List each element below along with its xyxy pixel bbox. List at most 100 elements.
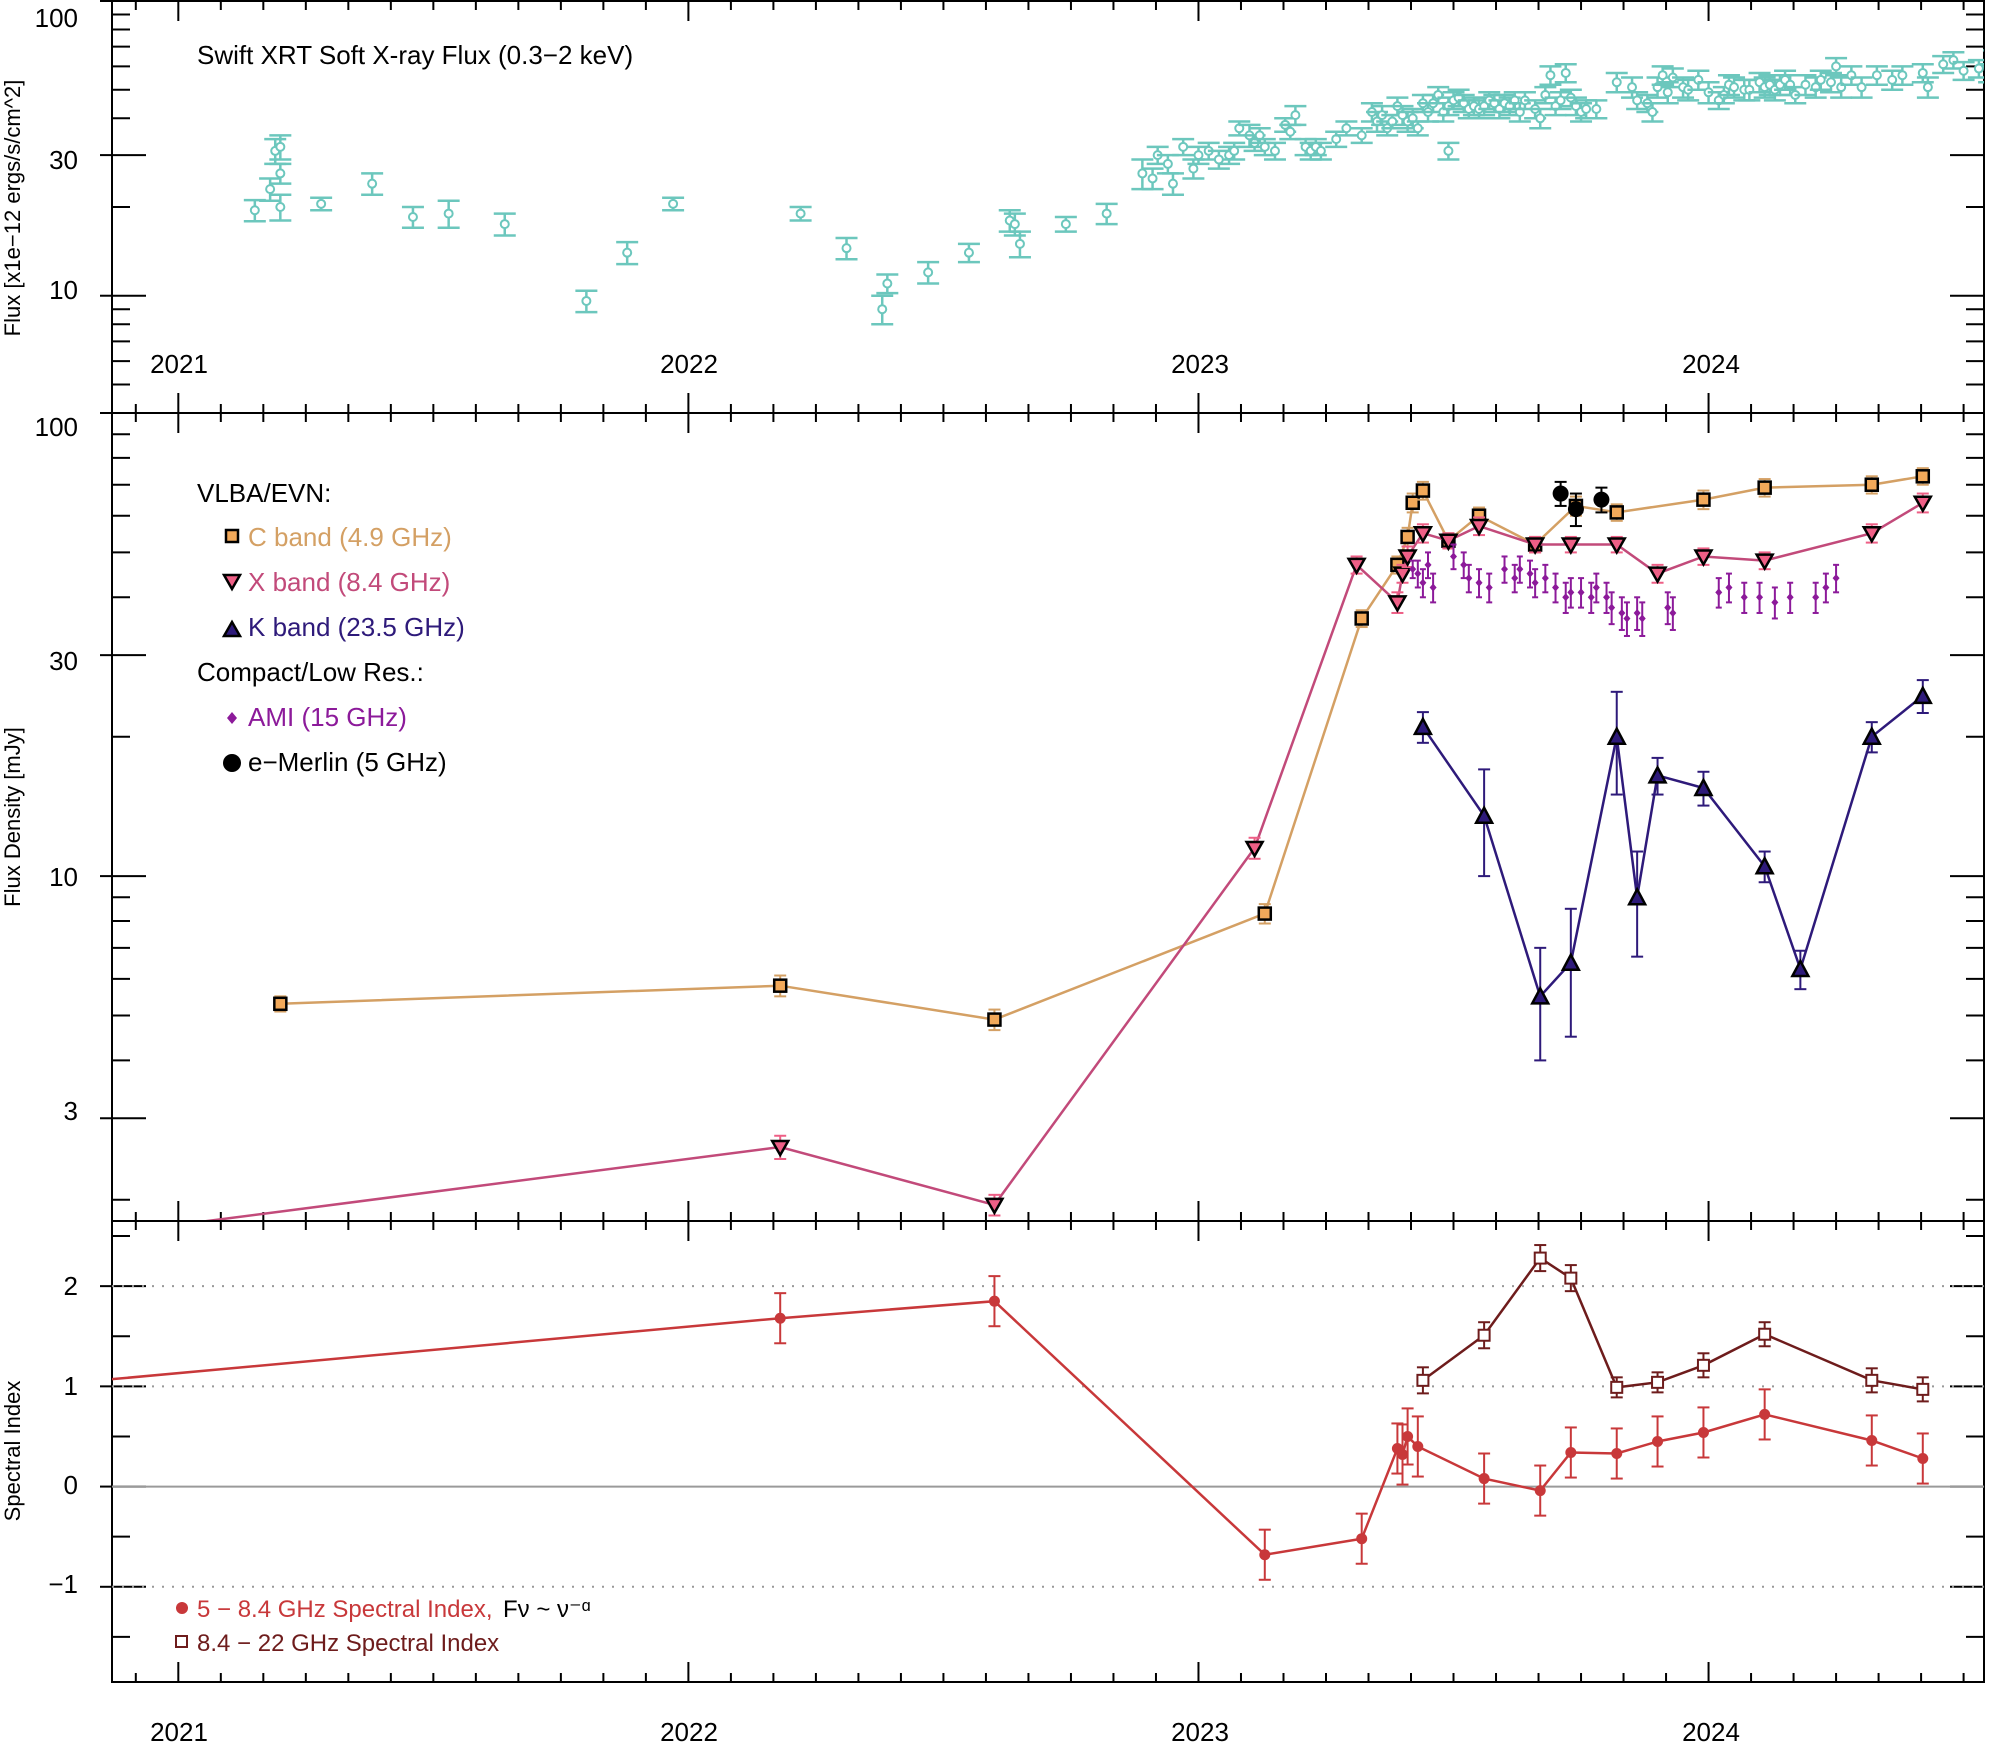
data-point-x_band [1412, 525, 1434, 544]
data-point-xrt [1815, 74, 1826, 85]
data-point-xrt [1147, 173, 1158, 184]
radio-axes [100, 412, 1984, 1221]
xrt-ytick-label-100: 100 [35, 3, 78, 33]
data-point-xrt [581, 295, 592, 306]
data-point-k_band [1693, 777, 1714, 797]
series-ami [1409, 543, 1840, 637]
data-point-xrt [622, 247, 633, 258]
data-point-ami [1424, 560, 1432, 569]
data-point-xrt [275, 141, 286, 152]
data-point-x_band [1861, 525, 1882, 544]
data-point-x_band [1397, 549, 1418, 567]
data-point-xrt [1871, 70, 1882, 81]
data-point-xrt [1897, 70, 1908, 81]
data-point-ami [1725, 583, 1733, 592]
data-point-xrt [1611, 77, 1622, 88]
xrt-panel-title: Swift XRT Soft X-ray Flux (0.3−2 keV) [197, 40, 633, 70]
data-point-xrt [1229, 145, 1240, 156]
data-point-xrt [265, 184, 276, 195]
data-point-xrt [1632, 95, 1643, 106]
data-point-c_band [1757, 480, 1772, 495]
data-point-emerlin [1593, 491, 1610, 508]
spectral-index-data-layer [112, 1244, 1930, 1581]
data-point-ami [1669, 608, 1677, 617]
data-point-k_band [1530, 985, 1551, 1005]
data-point-c_band [1696, 492, 1711, 507]
data-point-x_band [1387, 595, 1408, 613]
data-point-k_band [1560, 952, 1581, 972]
data-point-xrt [963, 247, 974, 258]
data-point-x_band [1693, 549, 1714, 567]
data-point-xrt [1856, 82, 1867, 93]
x-axis-year-label-2022: 2022 [660, 1717, 718, 1744]
data-point-si_low [1866, 1434, 1878, 1446]
data-point-xrt [1657, 70, 1668, 81]
radio-legend: VLBA/EVN: C band (4.9 GHz) X band (8.4 G… [197, 478, 465, 777]
legend-header-compact: Compact/Low Res.: [197, 657, 424, 687]
data-point-ami [1567, 588, 1575, 597]
data-point-ami [1465, 574, 1473, 583]
data-point-c_band [1609, 505, 1624, 520]
data-point-c_band [1405, 495, 1420, 511]
series-xrt [243, 49, 2001, 326]
legend-formula-si-low: Fν ~ ν⁻ᵅ [503, 1596, 591, 1623]
xrt-year-label-2023: 2023 [1171, 349, 1229, 379]
data-point-xrt [1995, 54, 2001, 62]
series-line-si_low [112, 1299, 1924, 1557]
data-point-x_band [1754, 553, 1775, 572]
data-point-emerlin [1567, 501, 1584, 518]
data-point-xrt [1162, 158, 1173, 169]
data-point-xrt [1545, 70, 1556, 81]
series-si_low [112, 1275, 1929, 1581]
data-point-xrt [1285, 126, 1296, 137]
data-point-xrt [1831, 61, 1842, 72]
data-point-xrt [1443, 145, 1454, 156]
data-point-ami [1623, 614, 1631, 623]
series-c_band [273, 467, 1931, 1032]
data-point-k_band [1912, 685, 1933, 705]
data-point-si_low [988, 1295, 1000, 1307]
data-point-ami [1475, 578, 1483, 587]
data-point-xrt [275, 168, 286, 179]
spectral-index-panel: 2 1 0 −1 Spectral Index 2021 2022 2023 2… [0, 1220, 1985, 1744]
data-point-x_band [770, 1139, 791, 1158]
data-point-c_band [1415, 483, 1431, 498]
radio-ytick-label-3: 3 [64, 1096, 78, 1126]
data-point-c_band [1864, 477, 1880, 492]
data-point-ami [1511, 574, 1519, 583]
legend-label-k-band: K band (23.5 GHz) [248, 612, 465, 642]
data-point-xrt [249, 205, 260, 216]
legend-marker-k-band [221, 619, 243, 638]
data-point-ami [1562, 593, 1570, 602]
legend-header-vlba-evn: VLBA/EVN: [197, 478, 331, 508]
data-point-ami [1740, 593, 1748, 602]
legend-label-x-band: X band (8.4 GHz) [248, 567, 450, 597]
series-emerlin [1552, 480, 1610, 528]
data-point-c_band [1915, 469, 1931, 484]
legend-marker-si-high [175, 1635, 188, 1648]
xrt-year-label-2021: 2021 [150, 349, 208, 379]
legend-marker-x-band [221, 573, 243, 592]
data-point-xrt [1647, 107, 1658, 118]
data-point-xrt [1269, 145, 1280, 156]
data-point-xrt [1009, 219, 1020, 230]
data-point-x_band [1560, 537, 1581, 556]
si-ytick-label-1: 1 [64, 1371, 78, 1401]
data-point-ami [1541, 574, 1549, 583]
data-point-xrt [1290, 110, 1301, 121]
data-point-ami [1460, 560, 1468, 569]
data-point-ami [1526, 569, 1534, 578]
data-point-xrt [1137, 168, 1148, 179]
data-point-ami [1812, 593, 1820, 602]
radio-ytick-label-100: 100 [35, 412, 78, 442]
data-point-xrt [882, 278, 893, 289]
data-point-c_band [987, 1012, 1002, 1027]
data-point-xrt [1729, 82, 1740, 93]
data-point-ami [1664, 603, 1672, 612]
data-point-k_band [1754, 855, 1775, 875]
data-point-si_low [1611, 1448, 1623, 1460]
si-ytick-label-0: 0 [64, 1470, 78, 1500]
data-point-xrt [1101, 208, 1112, 219]
si-y-axis-label: Spectral Index [0, 1381, 25, 1522]
